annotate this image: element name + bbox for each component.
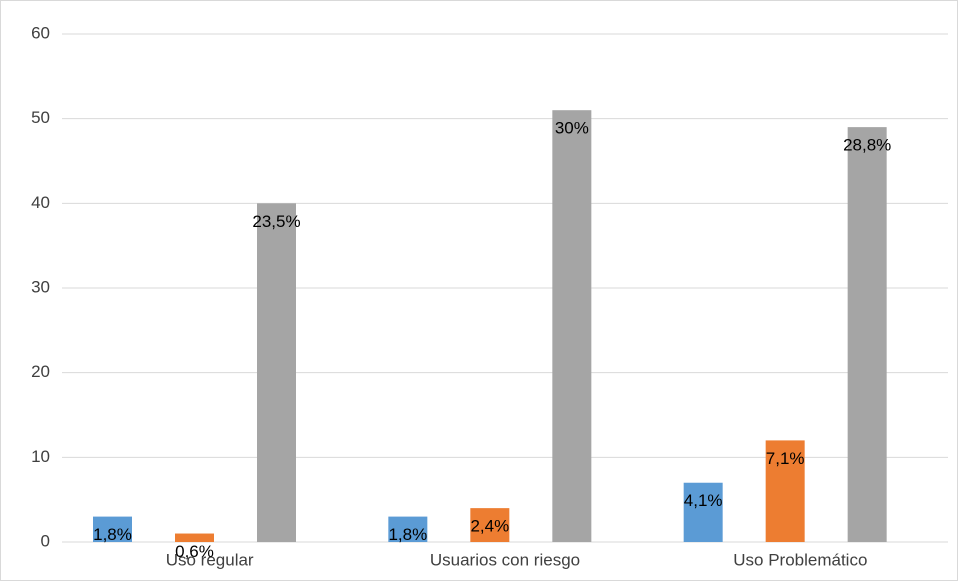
y-tick-label: 60 [31,23,50,42]
data-label: 23,5% [252,212,300,231]
y-tick-label: 0 [41,531,50,550]
bar [552,110,592,542]
y-tick-label: 10 [31,447,50,466]
x-tick-label: Uso Problemático [733,550,867,569]
data-label: 28,8% [843,136,891,155]
data-label: 7,1% [766,449,805,468]
y-tick-label: 30 [31,277,50,296]
bar [470,508,510,542]
data-label: 1,8% [93,525,132,544]
data-label: 1,8% [388,525,427,544]
bar [93,516,132,542]
x-tick-label: Usuarios con riesgo [430,550,580,569]
bar [683,482,723,542]
y-tick-label: 20 [31,362,50,381]
data-label: 4,1% [684,491,723,510]
bar [388,516,428,542]
x-tick-label: Uso regular [166,550,254,569]
y-tick-label: 50 [31,108,50,127]
bar [257,203,296,543]
bar [765,440,805,542]
data-label: 2,4% [470,517,509,536]
y-tick-label: 40 [31,193,50,212]
bar [847,127,887,542]
bar [175,533,214,542]
data-label: 0,6% [175,542,214,561]
data-label: 30% [555,119,589,138]
